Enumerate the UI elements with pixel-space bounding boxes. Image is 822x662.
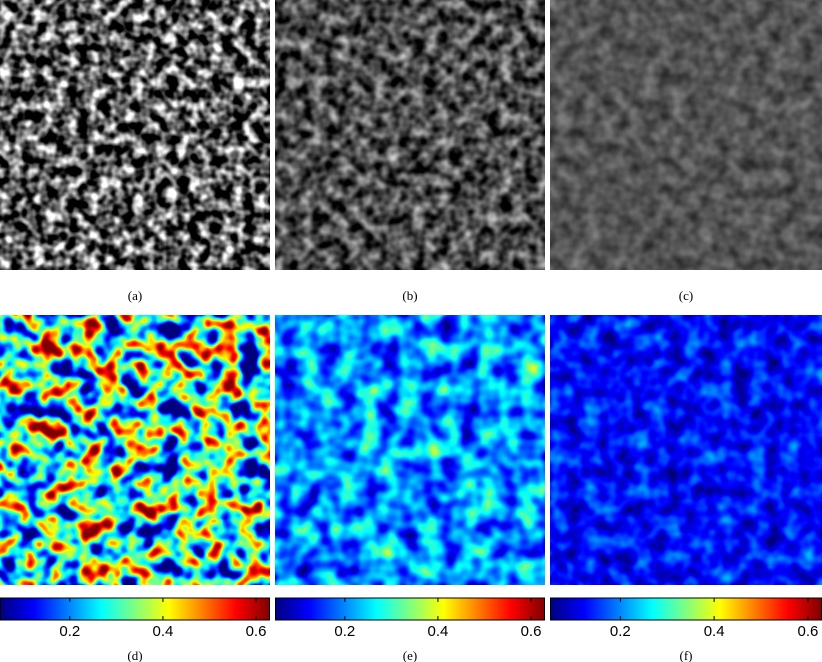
colorbar-tick-label: 0.2 [334, 623, 355, 640]
heatmap-image [550, 315, 822, 585]
grayscale-image [550, 0, 822, 270]
panel-caption: (a) [128, 288, 142, 303]
colorbar-tick-label: 0.6 [521, 623, 542, 640]
panel-caption: (b) [402, 288, 417, 303]
colorbar [550, 597, 822, 621]
colorbar [0, 597, 270, 621]
heatmap-image [0, 315, 270, 585]
colorbar-tick-label: 0.4 [153, 623, 174, 640]
colorbar-tick-label: 0.4 [704, 623, 725, 640]
grayscale-image [275, 0, 545, 270]
panel-caption: (d) [127, 648, 142, 662]
colorbar-tick-label: 0.2 [610, 623, 631, 640]
panel-caption: (e) [403, 648, 417, 662]
heatmap-image [275, 315, 545, 585]
colorbar-tick-label: 0.6 [246, 623, 267, 640]
colorbar-tick-label: 0.4 [428, 623, 449, 640]
colorbar-tick-label: 0.2 [59, 623, 80, 640]
panel-caption: (c) [679, 288, 693, 303]
grayscale-image [0, 0, 270, 270]
panel-caption: (f) [680, 648, 693, 662]
colorbar [275, 597, 545, 621]
colorbar-tick-label: 0.6 [798, 623, 819, 640]
